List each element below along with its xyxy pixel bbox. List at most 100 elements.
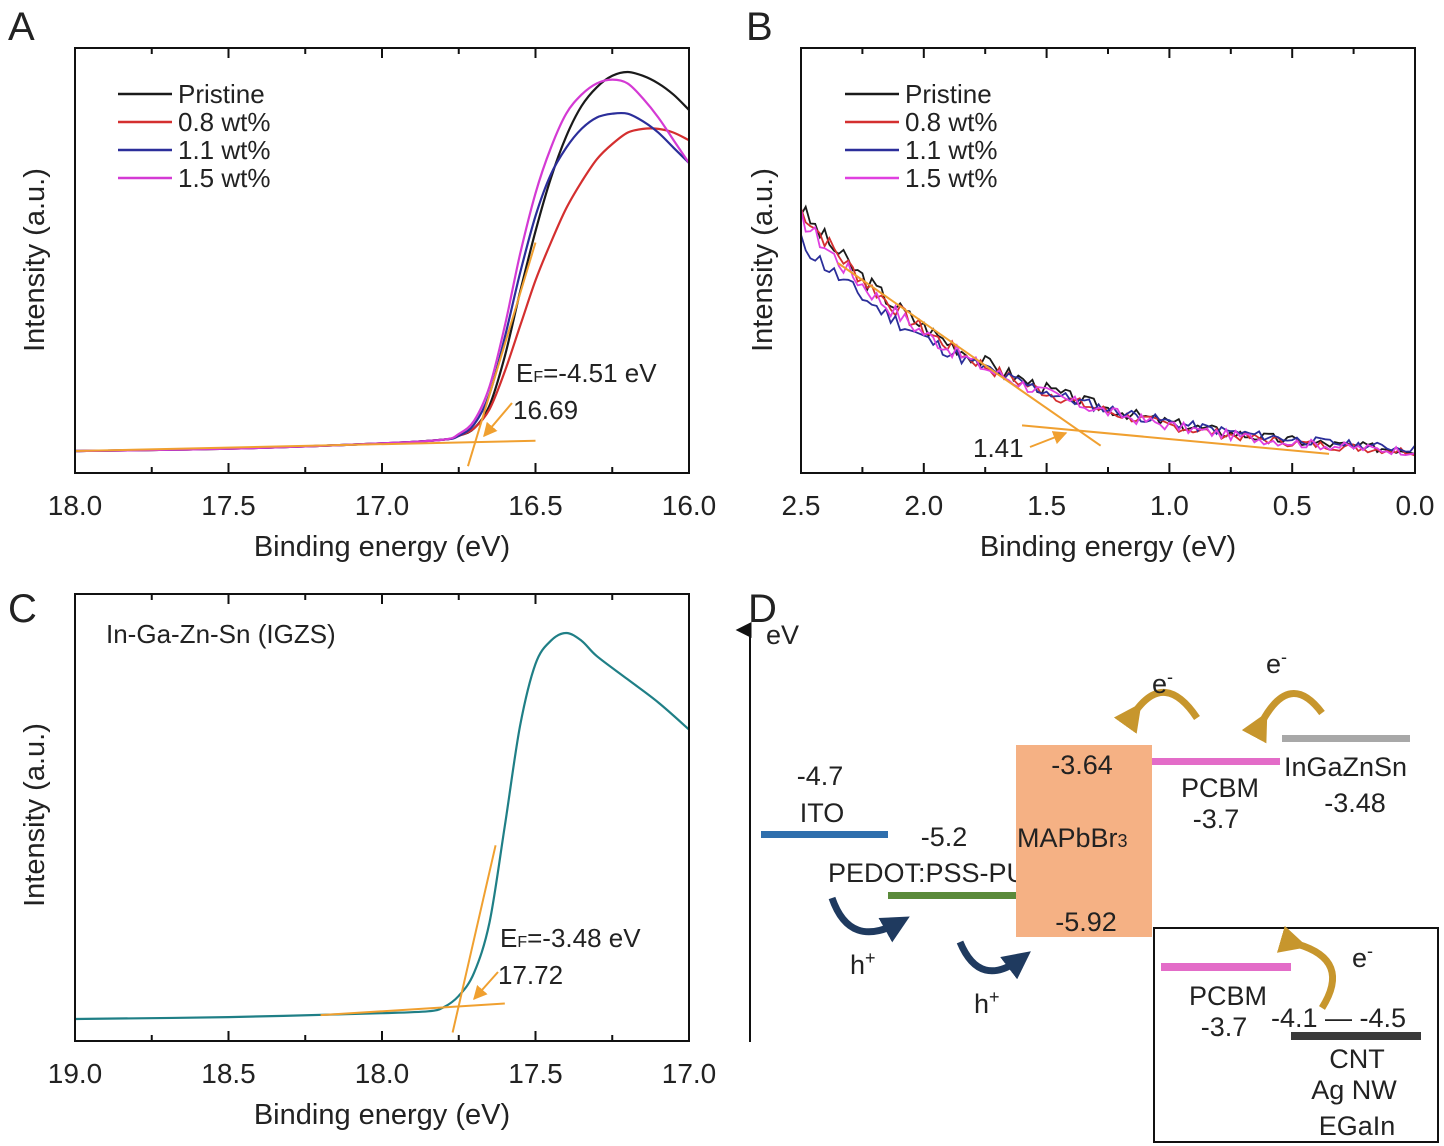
- mapbbr-block: [1016, 745, 1152, 937]
- panel-a-frame: [74, 47, 690, 474]
- panel-a-curves: [74, 70, 690, 453]
- x-tick-label: 16.0: [662, 490, 717, 521]
- panel-letter-c: C: [8, 587, 37, 631]
- panel-b-tangents: [837, 262, 1330, 455]
- igzs-level: [1282, 735, 1410, 742]
- series-line: [74, 70, 690, 453]
- panel-c-cutoff-arrow: [473, 971, 499, 1001]
- hole-label-1: h+: [850, 948, 876, 980]
- panel-d: D eV -4.7 ITO -5.2 PEDOT:PSS-PU -3.64 MA…: [735, 587, 1439, 1143]
- x-tick-label: 17.5: [201, 490, 256, 521]
- panel-c-title: In-Ga-Zn-Sn (IGZS): [106, 619, 336, 649]
- panel-c-tangents: [320, 845, 505, 1033]
- x-tick-label: 0.0: [1396, 490, 1435, 521]
- pcbm-value: -3.7: [1193, 804, 1240, 834]
- mapbbr-bottom-value: -5.92: [1055, 907, 1117, 937]
- ito-label: ITO: [800, 798, 845, 828]
- x-tick-label: 18.0: [355, 1058, 410, 1089]
- series-line: [74, 631, 690, 1021]
- tangent-line: [451, 845, 497, 1033]
- igzs-value: -3.48: [1324, 788, 1386, 818]
- legend-entry: 1.5 wt%: [178, 163, 271, 193]
- x-tick-label: 2.5: [782, 490, 821, 521]
- electrode-level: [1291, 1032, 1421, 1040]
- x-tick-label: 17.0: [355, 490, 410, 521]
- panel-a-x-label: Binding energy (eV): [254, 531, 510, 563]
- panel-c: C 19.0 18.5 18.0 17.5 17.0 Binding energy (e…: [8, 587, 716, 1131]
- pedot-level: [888, 892, 1018, 899]
- panel-letter-d: D: [748, 587, 777, 631]
- panel-c-cutoff-label: 17.72: [498, 960, 563, 990]
- series-line: [800, 209, 1416, 457]
- legend-entry: 0.8 wt%: [178, 107, 271, 137]
- x-tick-label: 1.5: [1027, 490, 1066, 521]
- electron-arrow-pcbm: [1113, 689, 1200, 734]
- panel-c-x-ticks: 19.0 18.5 18.0 17.5 17.0: [48, 594, 717, 1089]
- tangent-line: [74, 439, 536, 452]
- x-tick-label: 18.5: [201, 1058, 256, 1089]
- electron-arrow-igzs: [1241, 690, 1325, 744]
- legend-entry: Pristine: [905, 79, 992, 109]
- series-line: [74, 78, 690, 453]
- panel-a-y-label: Intensity (a.u.): [19, 168, 51, 352]
- panel-b-onset-label: 1.41: [973, 433, 1024, 463]
- electrode-cnt: CNT: [1329, 1044, 1385, 1074]
- series-line: [800, 208, 1416, 457]
- panel-b-x-ticks: 2.5 2.0 1.5 1.0 0.5 0.0: [782, 48, 1435, 521]
- electrode-range: -4.1 — -4.5: [1271, 1003, 1406, 1033]
- tangent-line: [1021, 424, 1330, 455]
- electrode-agnw: Ag NW: [1311, 1075, 1397, 1105]
- panel-a: A 18.0 17.5 17.0 16.5 16.0 Binding energy (e…: [8, 5, 716, 563]
- x-tick-label: 17.0: [662, 1058, 717, 1089]
- pcbm-level: [1152, 758, 1280, 765]
- panel-c-fermi-annotation: EF=-3.48 eV: [500, 923, 641, 953]
- series-line: [74, 111, 690, 453]
- panel-a-tangents: [74, 242, 537, 467]
- panel-c-curves: [74, 631, 690, 1021]
- panel-letter-b: B: [746, 5, 773, 49]
- x-tick-label: 16.5: [508, 490, 563, 521]
- panel-b-y-label: Intensity (a.u.): [747, 168, 779, 352]
- legend-entry: 1.1 wt%: [178, 135, 271, 165]
- electron-label-2: e-: [1266, 647, 1287, 679]
- x-tick-label: 17.5: [508, 1058, 563, 1089]
- panel-c-y-label: Intensity (a.u.): [19, 723, 51, 907]
- panel-a-x-ticks: 18.0 17.5 17.0 16.5 16.0: [48, 48, 717, 521]
- hole-arrow-ito: [828, 896, 910, 943]
- x-tick-label: 19.0: [48, 1058, 103, 1089]
- pedot-label: PEDOT:PSS-PU: [828, 858, 1026, 888]
- legend-entry: 1.1 wt%: [905, 135, 998, 165]
- hole-arrow-pedot: [956, 940, 1031, 980]
- electron-label-3: e-: [1352, 941, 1373, 973]
- mapbbr-label: MAPbBr3: [1017, 823, 1128, 853]
- energy-axis-label: eV: [766, 620, 799, 650]
- pcbm-label: PCBM: [1181, 773, 1259, 803]
- series-line: [800, 234, 1416, 453]
- panel-a-fermi-annotation: EF=-4.51 eV: [516, 358, 657, 388]
- hole-label-2: h+: [974, 987, 1000, 1019]
- tangent-line: [837, 262, 1102, 447]
- electrode-egain: EGaIn: [1319, 1111, 1396, 1141]
- mapbbr-top-value: -3.64: [1051, 750, 1113, 780]
- x-tick-label: 0.5: [1273, 490, 1312, 521]
- x-tick-label: 2.0: [904, 490, 943, 521]
- panel-b-onset-arrow: [1029, 431, 1068, 448]
- x-tick-label: 1.0: [1150, 490, 1189, 521]
- electron-label-1: e-: [1152, 667, 1173, 699]
- electron-arrow-electrode: [1276, 925, 1336, 1010]
- ito-value: -4.7: [797, 761, 844, 791]
- tangent-line: [320, 1002, 505, 1017]
- legend-entry: 1.5 wt%: [905, 163, 998, 193]
- igzs-label: InGaZnSn: [1284, 752, 1407, 782]
- panel-c-frame: [74, 593, 690, 1042]
- panel-b-curves: [800, 204, 1416, 457]
- inset-pcbm-value: -3.7: [1201, 1012, 1248, 1042]
- panel-a-cutoff-label: 16.69: [513, 395, 578, 425]
- legend-entry: Pristine: [178, 79, 265, 109]
- panel-c-x-label: Binding energy (eV): [254, 1099, 510, 1131]
- panel-b: B 2.5 2.0 1.5 1.0 0.5 0.0 Binding energy (eV)…: [746, 5, 1434, 563]
- inset-pcbm-label: PCBM: [1189, 981, 1267, 1011]
